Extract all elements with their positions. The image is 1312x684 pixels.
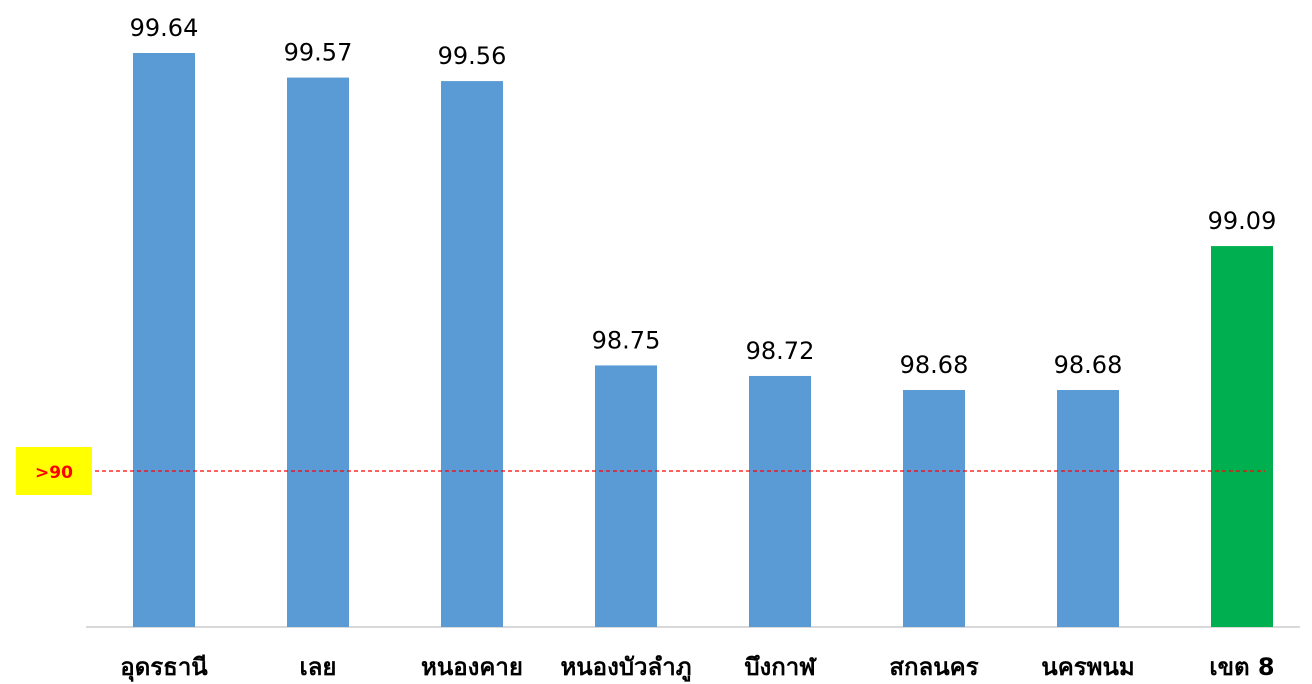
data-label: 99.57 — [284, 39, 353, 67]
bar — [749, 375, 811, 627]
data-label: 98.68 — [900, 351, 969, 379]
x-tick-label: นครพนม — [1041, 653, 1134, 681]
x-tick-label: บึงกาฬ — [744, 653, 817, 681]
data-label: 98.72 — [746, 337, 815, 365]
data-label: 99.09 — [1208, 207, 1277, 235]
x-tick-label: หนองบัวลำภู — [560, 653, 691, 682]
target-label-box — [16, 447, 92, 495]
data-label: 99.56 — [438, 42, 507, 70]
data-label: 99.64 — [130, 14, 199, 42]
bar — [133, 53, 195, 627]
bar — [595, 365, 657, 627]
data-label: 98.75 — [592, 326, 661, 354]
x-tick-label: เลย — [300, 653, 337, 681]
data-label: 98.68 — [1054, 351, 1123, 379]
x-tick-label: อุดรธานี — [120, 653, 208, 683]
x-tick-label: หนองคาย — [421, 653, 523, 681]
bar — [287, 77, 349, 627]
bar — [903, 390, 965, 627]
bar — [441, 81, 503, 628]
bar — [1057, 390, 1119, 627]
bar — [1211, 246, 1273, 627]
left-edge-strip — [0, 0, 3, 684]
target-label: >90 — [35, 463, 73, 483]
x-tick-label: เขต 8 — [1209, 653, 1274, 681]
x-tick-label: สกลนคร — [889, 653, 978, 681]
